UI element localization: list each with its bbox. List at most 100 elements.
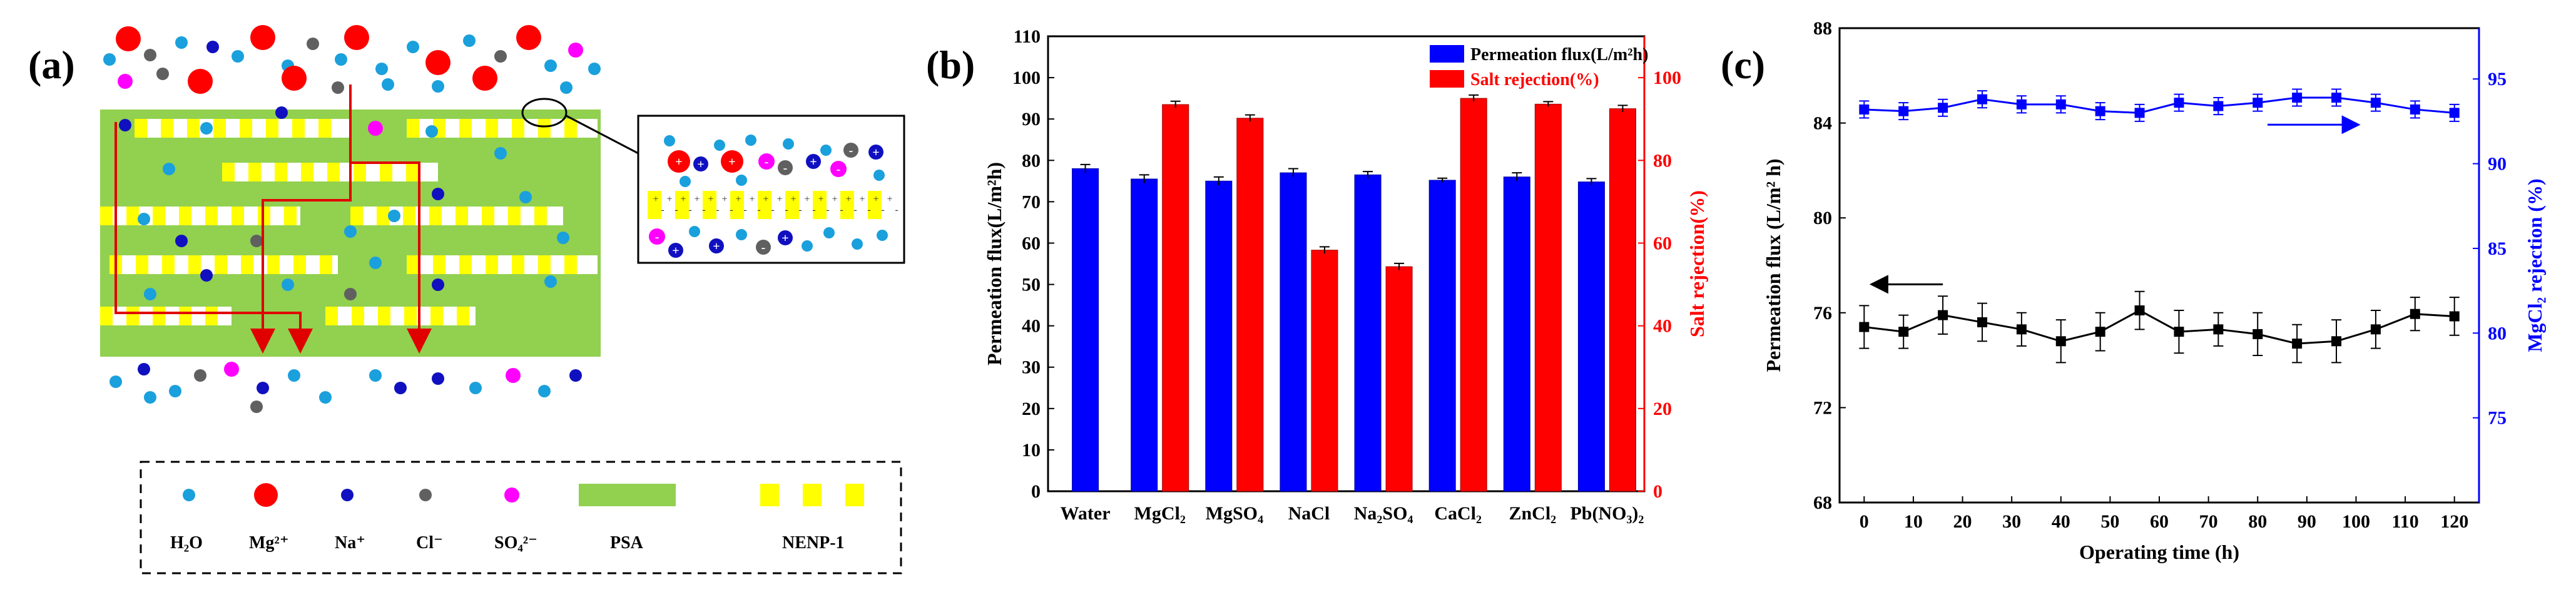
h2o-ion (544, 59, 557, 72)
surface-charge-plus: + (721, 194, 727, 205)
na-ion (257, 382, 269, 394)
flux-point (2449, 311, 2460, 322)
rejection-point (2095, 106, 2105, 116)
nenp-particle (433, 255, 445, 274)
inset-h2o-ion (736, 175, 747, 186)
nenp-particle (377, 207, 389, 225)
mg-ion (188, 69, 213, 94)
ion-charge-sign: - (849, 144, 853, 158)
surface-charge-minus: - (688, 205, 691, 215)
nenp-particle (534, 207, 547, 225)
surface-charge-plus: + (818, 194, 823, 205)
legend-label-so4: SO₄²⁻ (494, 533, 537, 553)
rejection-point (2410, 104, 2420, 115)
rejection-point (2253, 98, 2263, 108)
left-axis-title: Permeation flux(L/m²h) (983, 162, 1005, 365)
flux-point (2292, 339, 2303, 349)
x-tick-label: 70 (2199, 511, 2218, 532)
right-tick-label: 85 (2488, 238, 2507, 259)
flux-point (1938, 310, 1948, 320)
nenp-particle (293, 255, 306, 274)
x-tick-label: 40 (2052, 511, 2070, 532)
h2o-ion (109, 375, 122, 388)
cl-legend-icon (419, 489, 432, 501)
surface-charge-plus: + (735, 194, 741, 205)
nenp-particle (248, 163, 261, 181)
right-tick-label: 80 (1653, 150, 1672, 171)
nenp-particle (512, 119, 524, 138)
rejection-point (2174, 98, 2184, 108)
right-tick-label: 75 (2488, 408, 2507, 429)
h2o-ion (138, 213, 150, 225)
rejection-point (2370, 98, 2381, 108)
rejection-bar (1385, 266, 1413, 492)
inset-so4-ion (758, 153, 775, 170)
ion-charge-sign: + (872, 146, 879, 160)
so4-ion (368, 121, 383, 136)
flux-point (1898, 327, 1909, 337)
h2o-ion (588, 63, 601, 75)
legend-label-psa: PSA (610, 533, 644, 553)
inset-na-ion (668, 243, 683, 258)
na-ion (138, 363, 150, 375)
flux-bar (1131, 178, 1158, 492)
rejection-point (2449, 108, 2460, 118)
inset-nenp-particle (648, 191, 661, 219)
nenp-particle (205, 207, 218, 225)
flux-point (2331, 336, 2342, 347)
inset-nenp-particle (675, 191, 689, 219)
ion-charge-sign: - (761, 241, 766, 255)
nenp-particle (240, 119, 252, 138)
inset-h2o-ion (820, 145, 832, 156)
so4-legend-icon (504, 487, 519, 503)
nenp-particle (459, 255, 472, 274)
left-tick-label: 90 (1022, 109, 1041, 130)
rejection-point (1977, 94, 1987, 105)
na-ion (175, 235, 188, 247)
h2o-ion (432, 80, 444, 93)
surface-charge-plus: + (832, 194, 837, 205)
ion-charge-sign: + (728, 155, 735, 169)
left-tick-label: 88 (1813, 18, 1832, 39)
inset-h2o-ion (736, 229, 747, 240)
surface-charge-minus: - (702, 205, 705, 215)
left-tick-label: 60 (1022, 233, 1041, 253)
cl-ion (250, 401, 263, 413)
h2o-ion (288, 369, 300, 382)
surface-charge-plus: + (708, 194, 713, 205)
x-tick-label: 120 (2440, 511, 2468, 532)
rejection-point (2016, 99, 2027, 110)
nenp-layer (325, 307, 476, 325)
cl-ion (344, 288, 357, 300)
surface-charge-minus: - (757, 205, 760, 215)
inset-h2o-ion (877, 230, 888, 241)
nenp-particle (456, 207, 468, 225)
left-tick-label: 20 (1022, 399, 1041, 419)
right-tick-label: 90 (2488, 154, 2507, 175)
left-tick-label: 0 (1031, 481, 1041, 502)
h2o-ion (560, 81, 573, 94)
surface-charge-plus: + (776, 194, 782, 205)
zoom-ellipse (521, 98, 568, 128)
left-tick-label: 80 (1022, 150, 1041, 171)
flux-bar (1577, 181, 1605, 492)
x-tick-label: 80 (2248, 511, 2267, 532)
inset-nenp-particle (785, 191, 799, 219)
nenp-particle (404, 307, 417, 325)
nenp-particle (380, 163, 392, 181)
surface-charge-minus: - (675, 205, 678, 215)
mg-ion (250, 25, 275, 50)
rejection-bar (1236, 118, 1264, 492)
psa-legend-icon (579, 484, 676, 506)
inset-nenp-particle (813, 191, 827, 219)
mg-ion (425, 50, 451, 75)
nenp-particle (188, 255, 201, 274)
surface-charge-minus: - (826, 205, 829, 215)
nenp-particle (232, 207, 244, 225)
category-label: MgSO₄ (1206, 503, 1263, 524)
category-label: NaCl (1288, 503, 1330, 524)
inset-h2o-ion (714, 140, 725, 151)
flux-point (2253, 329, 2263, 339)
nenp-particle (352, 307, 364, 325)
panel-label-a: (a) (28, 43, 75, 87)
